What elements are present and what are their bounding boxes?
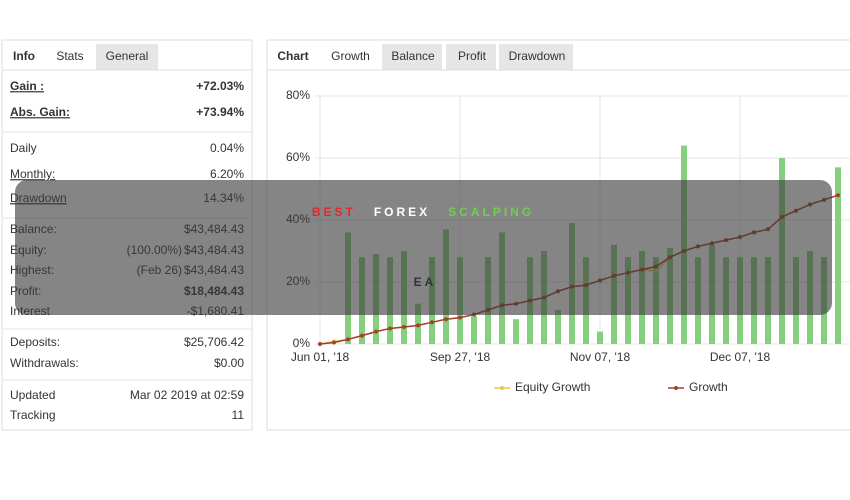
bar — [513, 319, 519, 344]
tab-bg — [446, 44, 496, 70]
stat-label: Daily — [10, 141, 37, 155]
stat-label: Updated — [10, 388, 55, 402]
point — [360, 333, 364, 338]
banner — [15, 180, 832, 315]
stat-value: $25,706.42 — [184, 335, 244, 349]
point — [388, 326, 392, 331]
legend-label: Equity Growth — [515, 380, 590, 394]
stat-label: Gain : — [10, 79, 44, 93]
legend-dot — [500, 386, 504, 390]
point — [416, 323, 420, 328]
stat-value: Mar 02 2019 at 02:59 — [130, 388, 244, 402]
stat-value: 6.20% — [210, 167, 244, 181]
point — [402, 324, 406, 329]
x-tick-label: Nov 07, '18 — [570, 350, 631, 364]
banner-word: BEST — [312, 205, 356, 219]
tab[interactable]: Chart — [277, 49, 308, 63]
point — [836, 193, 840, 198]
stat-label: Deposits: — [10, 335, 60, 349]
bar — [597, 331, 603, 344]
y-tick-label: 60% — [286, 150, 310, 164]
point — [346, 337, 350, 342]
x-tick-label: Jun 01, '18 — [291, 350, 350, 364]
stat-label: Abs. Gain: — [10, 105, 70, 119]
stat-value: $0.00 — [214, 356, 244, 370]
stat-value: 0.04% — [210, 141, 244, 155]
stat-value: 11 — [232, 408, 245, 422]
point — [374, 329, 378, 334]
stat-value: +72.03% — [196, 79, 244, 93]
bar — [471, 316, 477, 344]
stat-label: Monthly: — [10, 167, 55, 181]
banner-title: BEST FOREX SCALPING — [312, 205, 534, 219]
banner-word: SCALPING — [448, 205, 534, 219]
tab-bg — [96, 44, 158, 70]
bar — [555, 309, 561, 344]
stat-label: Tracking — [10, 408, 56, 422]
y-tick-label: 0% — [293, 336, 311, 350]
stat-label: Withdrawals: — [10, 356, 79, 370]
point — [318, 342, 322, 346]
point — [332, 340, 336, 345]
banner-title: EA — [414, 275, 437, 289]
stat-value: +73.94% — [196, 105, 244, 119]
tab[interactable]: General — [106, 49, 149, 63]
tab[interactable]: Balance — [391, 49, 435, 63]
x-tick-label: Dec 07, '18 — [710, 350, 771, 364]
bar — [835, 167, 841, 344]
banner-word: FOREX — [374, 205, 430, 219]
tab-bg — [382, 44, 442, 70]
tab[interactable]: Info — [13, 49, 35, 63]
tab[interactable]: Profit — [458, 49, 487, 63]
legend-label: Growth — [689, 380, 728, 394]
point — [458, 315, 462, 320]
tab-bg — [499, 44, 573, 70]
point — [430, 320, 434, 325]
tab[interactable]: Growth — [331, 49, 370, 63]
y-tick-label: 80% — [286, 88, 310, 102]
tab[interactable]: Drawdown — [509, 49, 566, 63]
content: Info Stats General Gain : +72.03% Abs. Gain: +… — [2, 44, 850, 422]
point — [444, 317, 448, 322]
legend-dot — [674, 386, 678, 390]
tab[interactable]: Stats — [56, 49, 83, 63]
x-tick-label: Sep 27, '18 — [430, 350, 491, 364]
